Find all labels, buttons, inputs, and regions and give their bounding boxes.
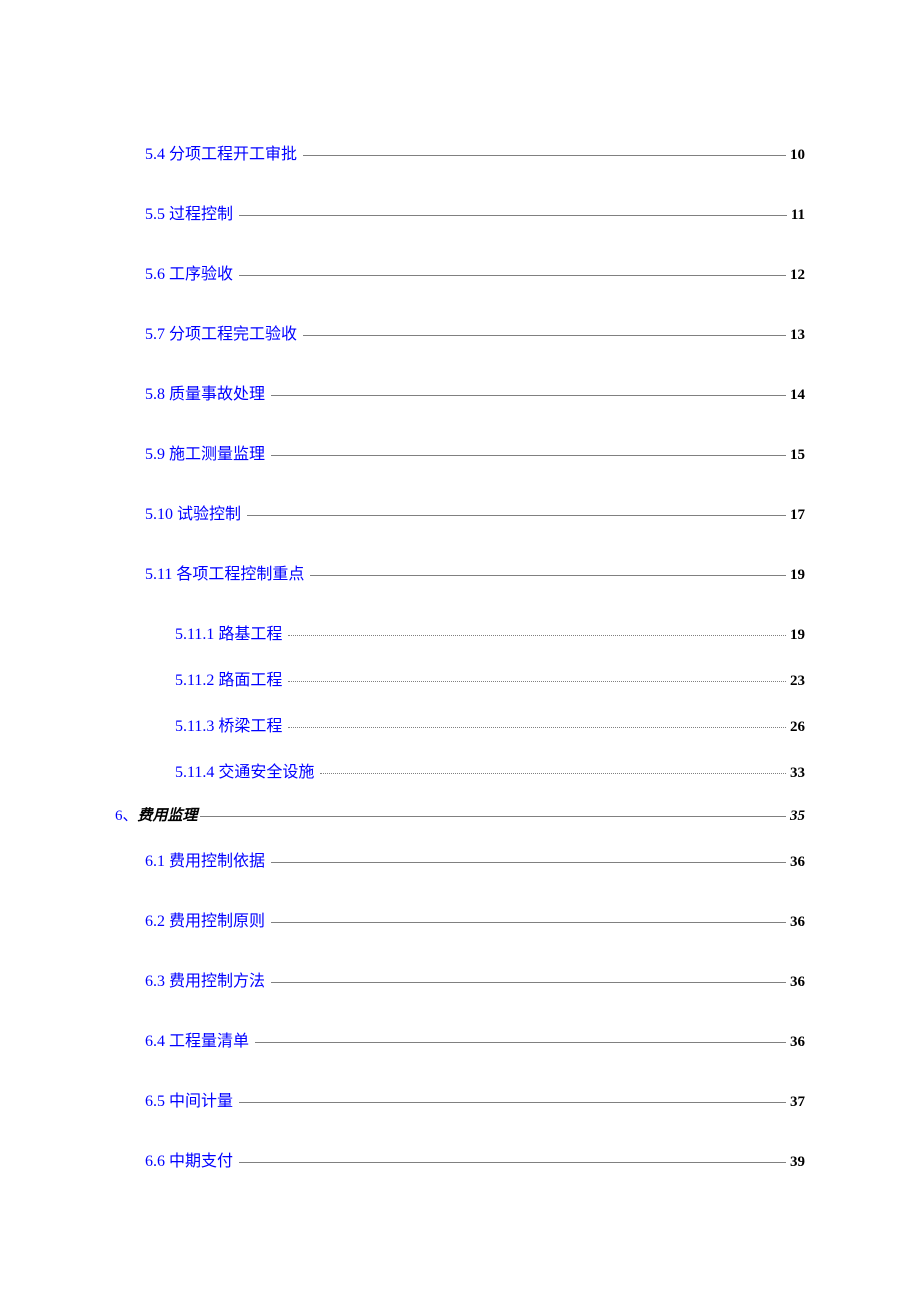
toc-entry-label: 5.11.2 路面工程 bbox=[175, 666, 286, 690]
toc-entry[interactable]: 5.10 试验控制 17 bbox=[145, 500, 805, 524]
toc-entry-label: 5.11.4 交通安全设施 bbox=[175, 758, 318, 782]
toc-entry[interactable]: 5.11 各项工程控制重点 19 bbox=[145, 560, 805, 584]
toc-entry-label: 5.10 试验控制 bbox=[145, 500, 245, 524]
toc-entry-label: 5.11 各项工程控制重点 bbox=[145, 560, 308, 584]
toc-leader-line bbox=[239, 275, 786, 276]
toc-page-number: 39 bbox=[788, 1154, 805, 1171]
toc-entry[interactable]: 5.11.3 桥梁工程 26 bbox=[175, 712, 805, 736]
toc-leader-line bbox=[247, 515, 786, 516]
toc-leader-line bbox=[271, 982, 786, 983]
toc-leader-line bbox=[239, 215, 787, 216]
toc-entry-label: 6.5 中间计量 bbox=[145, 1087, 237, 1111]
toc-leader-line bbox=[271, 395, 786, 396]
toc-entry[interactable]: 5.11.1 路基工程 19 bbox=[175, 620, 805, 644]
toc-leader-line bbox=[271, 862, 786, 863]
toc-page-number: 19 bbox=[788, 567, 805, 584]
toc-leader-line bbox=[310, 575, 786, 576]
toc-page-number: 33 bbox=[788, 765, 805, 782]
toc-entry-label: 5.5 过程控制 bbox=[145, 200, 237, 224]
toc-entry-label: 5.4 分项工程开工审批 bbox=[145, 140, 301, 164]
toc-leader-line bbox=[271, 922, 786, 923]
toc-page-number: 37 bbox=[788, 1094, 805, 1111]
toc-page-number: 35 bbox=[788, 808, 805, 825]
toc-page-number: 26 bbox=[788, 719, 805, 736]
toc-entry[interactable]: 5.6 工序验收 12 bbox=[145, 260, 805, 284]
toc-section-title: 费用监理 bbox=[138, 804, 198, 825]
toc-entry[interactable]: 5.9 施工测量监理 15 bbox=[145, 440, 805, 464]
toc-leader-line bbox=[200, 816, 786, 817]
toc-entry-label: 5.9 施工测量监理 bbox=[145, 440, 269, 464]
toc-entry[interactable]: 6.2 费用控制原则 36 bbox=[145, 907, 805, 931]
toc-entry-label: 6.6 中期支付 bbox=[145, 1147, 237, 1171]
toc-entry-label: 5.11.3 桥梁工程 bbox=[175, 712, 286, 736]
toc-entry[interactable]: 5.7 分项工程完工验收 13 bbox=[145, 320, 805, 344]
toc-entry[interactable]: 5.11.2 路面工程 23 bbox=[175, 666, 805, 690]
toc-entry[interactable]: 5.8 质量事故处理 14 bbox=[145, 380, 805, 404]
toc-entry[interactable]: 6.3 费用控制方法 36 bbox=[145, 967, 805, 991]
toc-entry[interactable]: 5.11.4 交通安全设施 33 bbox=[175, 758, 805, 782]
toc-page-number: 36 bbox=[788, 914, 805, 931]
toc-leader-line bbox=[288, 681, 786, 682]
toc-entry-label: 5.7 分项工程完工验收 bbox=[145, 320, 301, 344]
toc-page-number: 12 bbox=[788, 267, 805, 284]
toc-entry-label: 6.4 工程量清单 bbox=[145, 1027, 253, 1051]
toc-page-number: 14 bbox=[788, 387, 805, 404]
toc-leader-line bbox=[288, 727, 786, 728]
toc-page-number: 10 bbox=[788, 147, 805, 164]
toc-entry-label: 5.6 工序验收 bbox=[145, 260, 237, 284]
table-of-contents: 5.4 分项工程开工审批 10 5.5 过程控制 11 5.6 工序验收 12 5.7 分项… bbox=[115, 140, 805, 1171]
toc-entry-label: 6.1 费用控制依据 bbox=[145, 847, 269, 871]
toc-leader-line bbox=[255, 1042, 786, 1043]
toc-entry[interactable]: 6.1 费用控制依据 36 bbox=[145, 847, 805, 871]
toc-entry-label: 5.8 质量事故处理 bbox=[145, 380, 269, 404]
toc-entry-label: 6.3 费用控制方法 bbox=[145, 967, 269, 991]
toc-leader-line bbox=[288, 635, 786, 636]
toc-page-number: 19 bbox=[788, 627, 805, 644]
toc-entry[interactable]: 6.4 工程量清单 36 bbox=[145, 1027, 805, 1051]
toc-leader-line bbox=[239, 1162, 786, 1163]
toc-entry[interactable]: 6、费用监理 35 bbox=[115, 804, 805, 825]
toc-section-number: 6、 bbox=[115, 804, 138, 825]
toc-page-number: 36 bbox=[788, 854, 805, 871]
toc-entry[interactable]: 5.5 过程控制 11 bbox=[145, 200, 805, 224]
toc-leader-line bbox=[303, 155, 786, 156]
toc-page-number: 13 bbox=[788, 327, 805, 344]
toc-leader-line bbox=[271, 455, 786, 456]
toc-page-number: 36 bbox=[788, 974, 805, 991]
toc-page-number: 11 bbox=[789, 207, 805, 224]
toc-leader-line bbox=[303, 335, 786, 336]
toc-page-number: 17 bbox=[788, 507, 805, 524]
toc-page-number: 15 bbox=[788, 447, 805, 464]
toc-entry-label: 6.2 费用控制原则 bbox=[145, 907, 269, 931]
toc-entry-label: 5.11.1 路基工程 bbox=[175, 620, 286, 644]
toc-page-number: 23 bbox=[788, 673, 805, 690]
toc-page-number: 36 bbox=[788, 1034, 805, 1051]
toc-entry[interactable]: 5.4 分项工程开工审批 10 bbox=[145, 140, 805, 164]
toc-entry[interactable]: 6.5 中间计量 37 bbox=[145, 1087, 805, 1111]
toc-leader-line bbox=[239, 1102, 786, 1103]
toc-entry[interactable]: 6.6 中期支付 39 bbox=[145, 1147, 805, 1171]
toc-leader-line bbox=[320, 773, 786, 774]
